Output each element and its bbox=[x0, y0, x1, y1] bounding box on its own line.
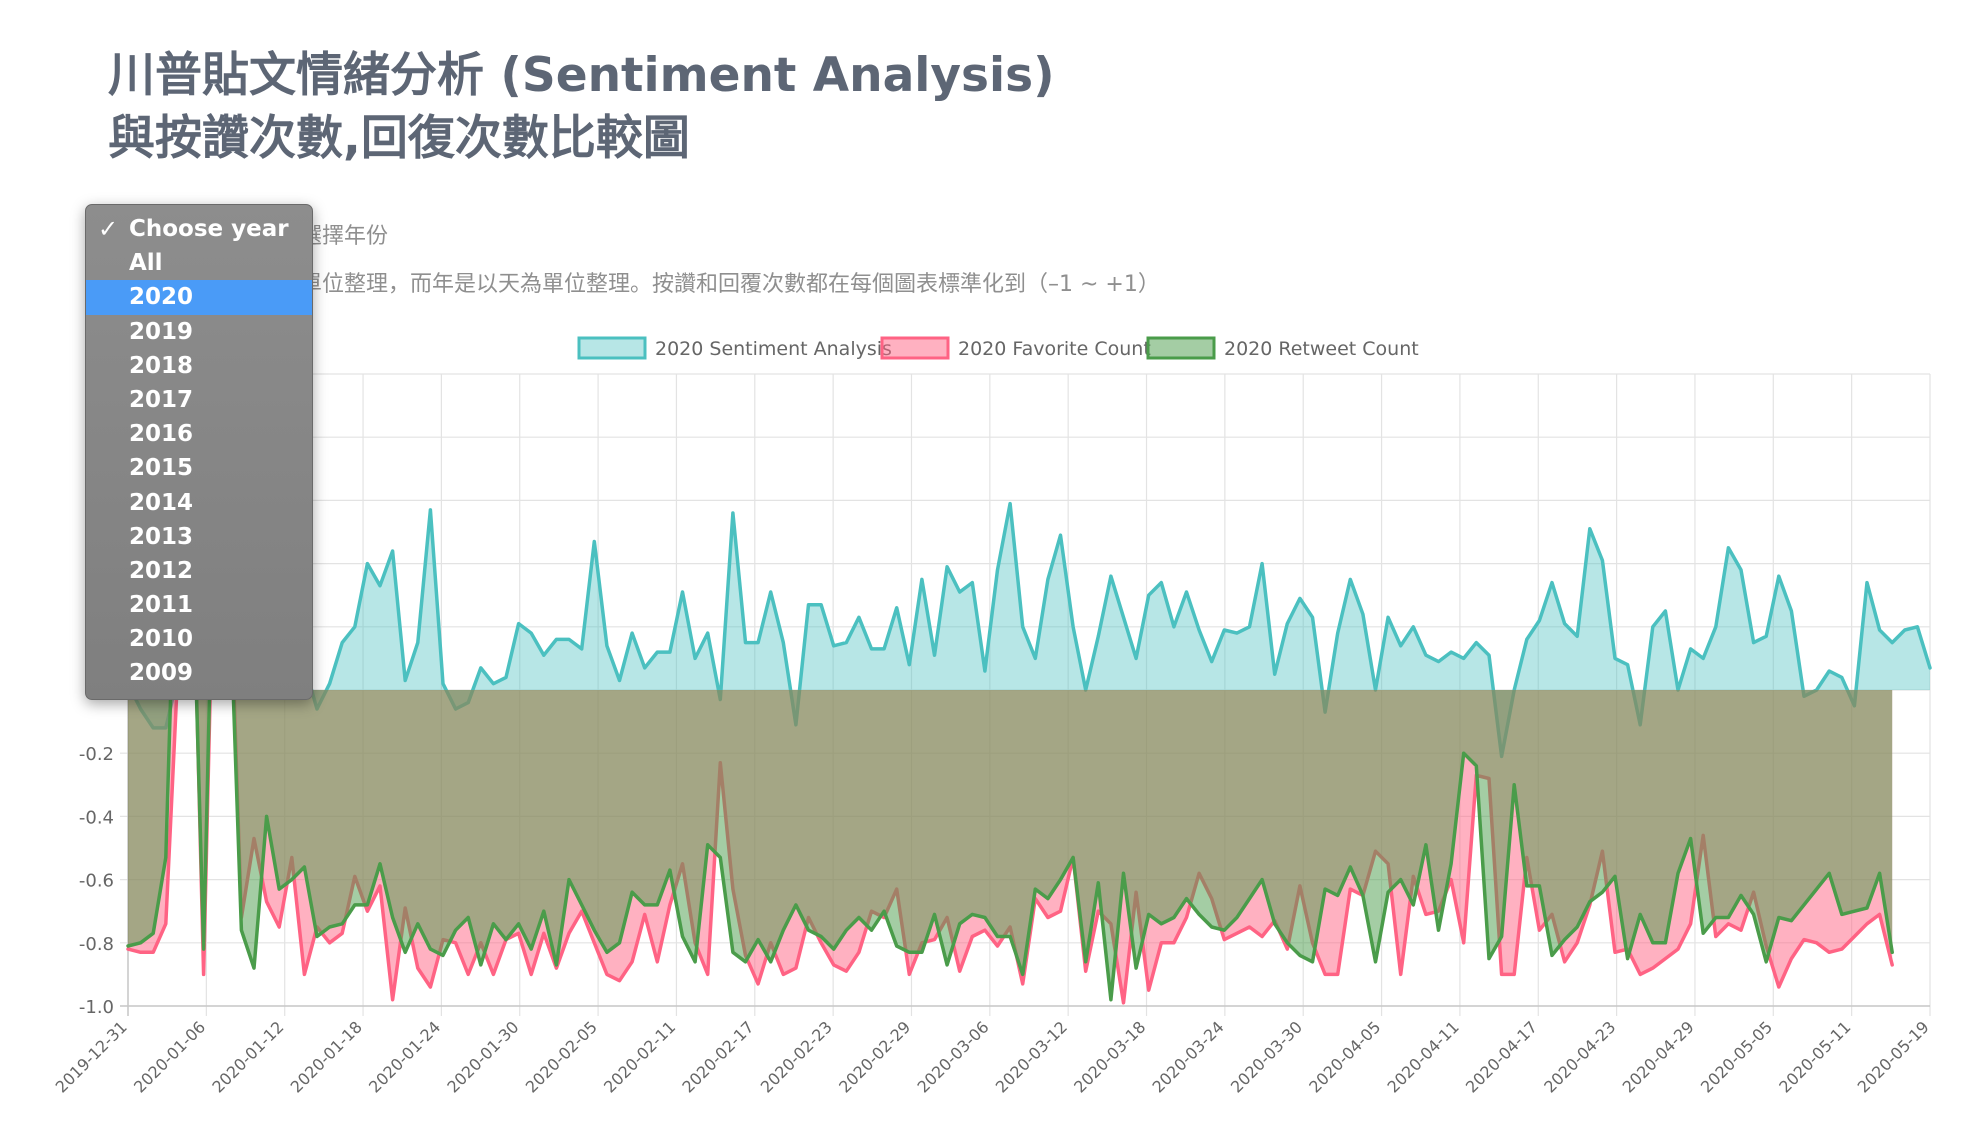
year-option[interactable]: 2019 bbox=[86, 315, 312, 349]
x-tick-label: 2020-04-29 bbox=[1619, 1017, 1698, 1096]
x-tick-label: 2020-02-11 bbox=[600, 1017, 679, 1096]
year-option-label: 2015 bbox=[129, 455, 193, 481]
x-tick-label: 2020-04-23 bbox=[1540, 1017, 1619, 1096]
year-option[interactable]: 2009 bbox=[86, 656, 312, 690]
year-option[interactable]: All bbox=[86, 246, 312, 280]
x-tick-label: 2019-12-31 bbox=[52, 1017, 131, 1096]
year-option[interactable]: ✓ Choose year bbox=[86, 212, 312, 246]
y-tick-label: -0.8 bbox=[79, 934, 114, 955]
legend-label: 2020 Favorite Count bbox=[958, 338, 1151, 360]
year-option[interactable]: 2010 bbox=[86, 622, 312, 656]
legend-swatch bbox=[882, 338, 948, 358]
x-tick-label: 2020-03-06 bbox=[913, 1017, 992, 1096]
x-tick-label: 2020-02-29 bbox=[835, 1017, 914, 1096]
year-option[interactable]: 2018 bbox=[86, 349, 312, 383]
x-tick-label: 2020-04-17 bbox=[1462, 1017, 1541, 1096]
x-tick-label: 2020-03-24 bbox=[1149, 1017, 1228, 1096]
year-option-label: 2011 bbox=[129, 592, 193, 618]
year-option[interactable]: 2020 bbox=[86, 280, 312, 314]
x-tick-label: 2020-01-12 bbox=[208, 1017, 287, 1096]
legend-label: 2020 Sentiment Analysis bbox=[655, 338, 892, 360]
legend-swatch bbox=[1148, 338, 1214, 358]
x-tick-label: 2020-04-05 bbox=[1305, 1017, 1384, 1096]
year-option-label: 2017 bbox=[129, 387, 193, 413]
y-tick-label: -1.0 bbox=[79, 997, 114, 1018]
year-option-label: 2014 bbox=[129, 490, 193, 516]
year-option-label: 2019 bbox=[129, 319, 193, 345]
year-option[interactable]: 2014 bbox=[86, 486, 312, 520]
x-tick-label: 2020-05-11 bbox=[1775, 1017, 1854, 1096]
x-tick-label: 2020-01-24 bbox=[365, 1017, 444, 1096]
year-option-label: 2013 bbox=[129, 524, 193, 550]
checkmark-icon: ✓ bbox=[98, 212, 118, 246]
x-tick-label: 2020-05-05 bbox=[1697, 1017, 1776, 1096]
year-option[interactable]: 2012 bbox=[86, 554, 312, 588]
year-option[interactable]: 2016 bbox=[86, 417, 312, 451]
year-option[interactable]: 2011 bbox=[86, 588, 312, 622]
year-option-label: 2018 bbox=[129, 353, 193, 379]
x-tick-label: 2020-04-11 bbox=[1384, 1017, 1463, 1096]
year-option-label: 2010 bbox=[129, 626, 193, 652]
y-tick-label: -0.4 bbox=[79, 807, 114, 828]
year-option[interactable]: 2017 bbox=[86, 383, 312, 417]
year-option-label: All bbox=[129, 250, 163, 276]
legend-label: 2020 Retweet Count bbox=[1224, 338, 1419, 360]
x-tick-label: 2020-03-18 bbox=[1070, 1017, 1149, 1096]
year-select-menu[interactable]: ✓ Choose year All 2020 2019 2018 2017 2016 2015 2… bbox=[85, 204, 313, 700]
year-option-label: 2020 bbox=[129, 284, 193, 310]
x-tick-label: 2020-01-18 bbox=[287, 1017, 366, 1096]
year-option-label: 2012 bbox=[129, 558, 193, 584]
year-option-label: 2009 bbox=[129, 660, 193, 686]
year-option-label: Choose year bbox=[129, 216, 289, 242]
year-option[interactable]: 2015 bbox=[86, 451, 312, 485]
x-tick-label: 2020-05-19 bbox=[1854, 1017, 1933, 1096]
y-tick-label: -0.2 bbox=[79, 744, 114, 765]
x-tick-label: 2020-03-30 bbox=[1227, 1017, 1306, 1096]
x-tick-label: 2020-02-17 bbox=[678, 1017, 757, 1096]
x-tick-label: 2020-02-05 bbox=[522, 1017, 601, 1096]
x-tick-label: 2020-02-23 bbox=[757, 1017, 836, 1096]
year-option[interactable]: 2013 bbox=[86, 520, 312, 554]
x-tick-label: 2020-03-12 bbox=[992, 1017, 1071, 1096]
x-tick-label: 2020-01-06 bbox=[130, 1017, 209, 1096]
x-tick-label: 2020-01-30 bbox=[443, 1017, 522, 1096]
y-tick-label: -0.6 bbox=[79, 871, 114, 892]
year-option-label: 2016 bbox=[129, 421, 193, 447]
legend-swatch bbox=[579, 338, 645, 358]
